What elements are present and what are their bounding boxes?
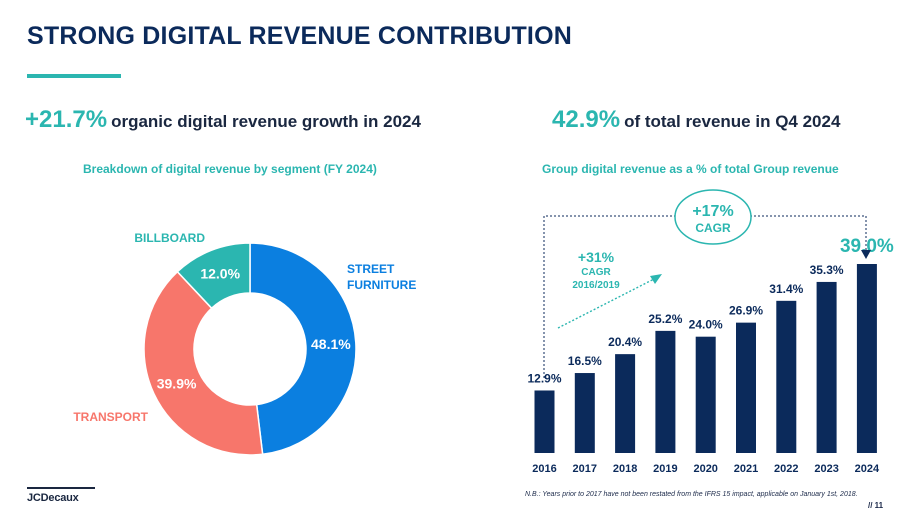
bar-2017 [574, 373, 595, 453]
x-tick-label: 2022 [774, 463, 798, 475]
donut-segment-name: BILLBOARD [134, 231, 205, 245]
bar-2022 [776, 300, 797, 453]
jcdecaux-logo: JCDecaux [27, 487, 95, 507]
q4-share-text: of total revenue in Q4 2024 [624, 112, 841, 131]
bar-value-label: 26.9% [729, 304, 763, 318]
donut-slice-billboard [176, 242, 251, 310]
donut-subtitle: Breakdown of digital revenue by segment … [83, 162, 377, 176]
bar-value-label: 16.5% [568, 354, 602, 368]
bar-value-label: 20.4% [608, 335, 642, 349]
bar-subtitle: Group digital revenue as a % of total Gr… [542, 162, 839, 176]
bar-value-label: 12.9% [527, 371, 561, 385]
cagr-31-arrowhead [650, 274, 662, 284]
footnote: N.B.: Years prior to 2017 have not been … [525, 491, 858, 498]
bar-value-label: 24.0% [689, 318, 723, 332]
digital-share-bar-chart: 12.9% 2016 16.5% 2017 20.4% 2018 25.2% 2019 24.0… [527, 236, 893, 475]
digital-growth-value: +21.7% [25, 106, 108, 133]
bar-value-label: 39.0% [840, 236, 894, 257]
cagr-17-label: CAGR [695, 221, 731, 235]
donut-value-label: 12.0% [200, 266, 240, 282]
x-tick-label: 2023 [814, 463, 838, 475]
left-headline: +21.7% organic digital revenue growth in … [25, 106, 421, 134]
title-underline [27, 74, 121, 78]
bar-2023 [816, 281, 837, 453]
cagr-31-label: CAGR [581, 267, 611, 278]
right-headline: 42.9% of total revenue in Q4 2024 [552, 106, 840, 134]
digital-growth-text: organic digital revenue growth in 2024 [111, 112, 421, 131]
bar-2019 [655, 330, 676, 453]
bar-value-label: 31.4% [769, 282, 803, 296]
cagr-31-value: +31% [578, 249, 615, 265]
donut-segment-name: STREET [347, 262, 395, 276]
bar-value-label: 25.2% [648, 312, 682, 326]
donut-segment-name: FURNITURE [347, 278, 416, 292]
page-title: STRONG DIGITAL REVENUE CONTRIBUTION [27, 22, 572, 50]
bar-2020 [695, 336, 716, 453]
cagr-31-period: 2016/2019 [572, 280, 620, 291]
donut-slice-street-furniture [249, 242, 357, 456]
donut-segment-name: TRANSPORT [73, 410, 148, 424]
donut-value-label: 48.1% [311, 336, 351, 352]
bar-2024 [856, 264, 877, 453]
bar-2021 [736, 322, 756, 453]
cagr-bracket-line [543, 215, 867, 378]
x-tick-label: 2018 [613, 463, 637, 475]
x-tick-label: 2024 [855, 463, 880, 475]
segment-donut-chart: 48.1% STREET FURNITURE 39.9% TRANSPORT 12.0% B… [73, 231, 416, 456]
logo-text: JCDecaux [27, 492, 79, 504]
bar-2018 [615, 354, 636, 453]
cagr-bracket-arrowhead [861, 250, 871, 259]
donut-slice-transport [143, 270, 264, 456]
cagr-17-value: +17% [692, 203, 733, 220]
page-number: // 11 [868, 501, 884, 510]
bar-value-label: 35.3% [810, 263, 844, 277]
x-tick-label: 2016 [532, 463, 556, 475]
x-tick-label: 2019 [653, 463, 677, 475]
x-tick-label: 2021 [734, 463, 758, 475]
donut-value-label: 39.9% [157, 375, 197, 391]
bar-2016 [534, 390, 555, 453]
q4-share-value: 42.9% [552, 106, 621, 133]
x-tick-label: 2017 [573, 463, 597, 475]
x-tick-label: 2020 [693, 463, 717, 475]
cagr-17-ellipse [674, 189, 752, 245]
